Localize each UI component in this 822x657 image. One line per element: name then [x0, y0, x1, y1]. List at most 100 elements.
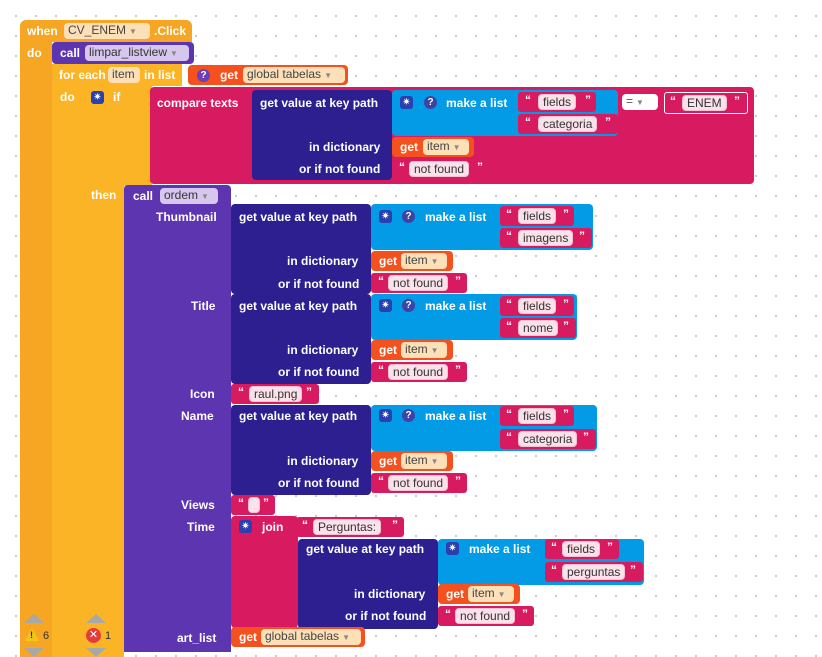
global-var-dropdown[interactable]: global tabelas ▼ — [243, 67, 345, 83]
error-prev-arrow[interactable] — [86, 614, 106, 623]
gear-icon[interactable]: ✷ — [400, 96, 413, 109]
compare-operator-dropdown[interactable]: = ▼ — [622, 94, 658, 110]
gear-icon[interactable]: ✷ — [239, 520, 252, 533]
quote-close: ” — [579, 229, 585, 243]
gear-icon[interactable]: ✷ — [379, 210, 392, 223]
error-next-arrow[interactable] — [86, 648, 106, 657]
call-label: call — [133, 189, 154, 203]
get-label: get — [239, 630, 257, 644]
join-block[interactable] — [231, 516, 298, 628]
help-icon[interactable]: ? — [402, 299, 415, 312]
param-time-label: Time — [187, 520, 215, 534]
get-label: get — [220, 68, 238, 82]
name-get-value-block[interactable] — [231, 405, 371, 495]
make-list-label: make a list — [425, 409, 487, 423]
string-value-nome[interactable]: nome — [518, 320, 559, 336]
quote-open: “ — [551, 540, 557, 554]
procedure-dropdown-limpar[interactable]: limpar_listview ▼ — [85, 45, 189, 61]
quote-close: ” — [563, 297, 569, 311]
string-value-fields[interactable]: fields — [518, 298, 557, 314]
string-value-perguntas-prefix[interactable]: Perguntas: — [313, 519, 382, 535]
string-value-views[interactable] — [248, 497, 260, 513]
dict-var-dropdown[interactable]: item ▼ — [468, 586, 514, 602]
string-value-not-found[interactable]: not found — [409, 161, 470, 177]
quote-open: “ — [238, 385, 244, 399]
quote-close: ” — [306, 385, 312, 399]
quote-close: ” — [263, 496, 269, 510]
string-value-not-found[interactable]: not found — [455, 608, 516, 624]
warning-next-arrow[interactable] — [24, 648, 44, 657]
quote-open: “ — [378, 474, 384, 488]
quote-close: ” — [522, 607, 528, 621]
quote-close: ” — [392, 518, 398, 532]
string-value-enem[interactable]: ENEM — [682, 95, 727, 111]
foreach-label: for each — [59, 68, 106, 82]
call-label: call — [60, 46, 81, 60]
component-dropdown[interactable]: CV_ENEM ▼ — [64, 23, 150, 39]
warning-count: 6 — [43, 630, 50, 642]
compare-texts-label: compare texts — [157, 96, 239, 110]
gear-icon[interactable]: ✷ — [379, 299, 392, 312]
gear-icon[interactable]: ✷ — [379, 409, 392, 422]
string-value-imagens[interactable]: imagens — [518, 230, 574, 246]
dict-var-dropdown[interactable]: item ▼ — [401, 453, 447, 469]
param-icon-label: Icon — [190, 387, 215, 401]
quote-close: ” — [455, 474, 461, 488]
string-value-categoria[interactable]: categoria — [518, 431, 578, 447]
quote-close: ” — [563, 407, 569, 421]
quote-close: ” — [607, 540, 613, 554]
string-value-fields[interactable]: fields — [518, 208, 557, 224]
warning-prev-arrow[interactable] — [24, 614, 44, 623]
foreach-var[interactable]: item — [108, 67, 140, 83]
dict-var-dropdown[interactable]: item ▼ — [423, 139, 469, 155]
help-icon[interactable]: ? — [424, 96, 437, 109]
help-icon[interactable]: ? — [402, 409, 415, 422]
quote-open: “ — [506, 297, 512, 311]
time-get-value-block[interactable] — [298, 539, 438, 629]
get-value-label: get value at key path — [306, 542, 425, 556]
dict-var-dropdown[interactable]: item ▼ — [401, 253, 447, 269]
make-list-label: make a list — [469, 542, 531, 556]
gear-icon[interactable]: ✷ — [446, 542, 459, 555]
dict-var-dropdown[interactable]: item ▼ — [401, 342, 447, 358]
get-value-label: get value at key path — [239, 409, 358, 423]
warning-icon — [25, 628, 39, 641]
warning-mark: ! — [30, 630, 33, 640]
get-value-label: get value at key path — [239, 299, 358, 313]
string-value-not-found[interactable]: not found — [388, 475, 449, 491]
make-list-label: make a list — [425, 299, 487, 313]
thumb-get-value-block[interactable] — [231, 204, 371, 294]
string-value-perguntas[interactable]: perguntas — [562, 564, 626, 580]
title-get-value-block[interactable] — [231, 294, 371, 384]
or-not-found-label: or if not found — [278, 277, 360, 291]
help-icon[interactable]: ? — [402, 210, 415, 223]
string-value-not-found[interactable]: not found — [388, 364, 449, 380]
string-value-categoria[interactable]: categoria — [538, 116, 598, 132]
param-title-label: Title — [191, 299, 216, 313]
gear-icon[interactable]: ✷ — [91, 91, 104, 104]
quote-close: ” — [583, 430, 589, 444]
get-label: get — [379, 343, 397, 357]
get-label: get — [446, 587, 464, 601]
quote-close: ” — [734, 94, 740, 108]
or-not-found-label: or if not found — [345, 609, 427, 623]
quote-open: “ — [445, 607, 451, 621]
string-value-fields[interactable]: fields — [538, 94, 577, 110]
param-thumbnail-label: Thumbnail — [156, 210, 217, 224]
procedure-dropdown-ordem[interactable]: ordem ▼ — [160, 188, 218, 204]
quote-close: ” — [630, 563, 636, 577]
if-get-value-block[interactable] — [252, 90, 392, 180]
global-var-dropdown[interactable]: global tabelas ▼ — [261, 629, 361, 645]
help-icon[interactable]: ? — [197, 69, 210, 82]
quote-open: “ — [399, 160, 405, 174]
if-label: if — [113, 90, 121, 104]
string-value-not-found[interactable]: not found — [388, 275, 449, 291]
if-make-list-label: make a list — [446, 96, 508, 110]
get-label: get — [400, 140, 418, 154]
error-icon: ✕ — [86, 628, 101, 643]
quote-open: “ — [506, 407, 512, 421]
or-not-found-label: or if not found — [278, 476, 360, 490]
string-value-icon[interactable]: raul.png — [249, 386, 303, 402]
string-value-fields[interactable]: fields — [518, 408, 557, 424]
string-value-fields[interactable]: fields — [562, 541, 601, 557]
